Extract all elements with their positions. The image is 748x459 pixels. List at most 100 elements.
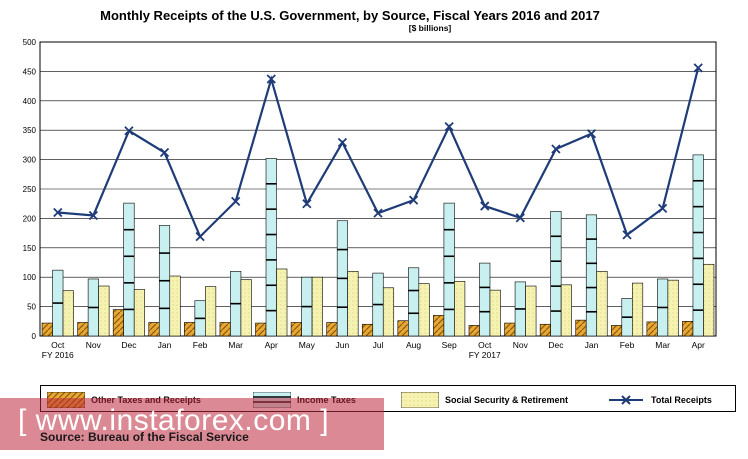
bar-income-11 bbox=[443, 202, 455, 337]
y-tick-label: 100 bbox=[23, 273, 37, 282]
bar-other-2 bbox=[112, 309, 124, 337]
bar-other-9 bbox=[361, 323, 374, 337]
fiscal-year-label: FY 2016 bbox=[42, 350, 74, 360]
watermark-text: [ www.instaforex.com ] bbox=[18, 404, 330, 437]
total-receipts-point-18 bbox=[693, 63, 703, 73]
legend-swatch-total bbox=[609, 395, 643, 405]
x-tick-label: Jul bbox=[373, 340, 384, 350]
total-receipts-point-13 bbox=[515, 213, 525, 223]
bar-social-6 bbox=[276, 268, 288, 337]
bar-social-1 bbox=[98, 285, 110, 337]
watermark-band bbox=[0, 398, 384, 450]
total-receipts-point-5 bbox=[231, 196, 241, 206]
bar-income-2 bbox=[123, 202, 135, 337]
x-tick-label: Apr bbox=[265, 340, 278, 350]
y-tick-label: 0 bbox=[32, 332, 37, 341]
chart-title: Monthly Receipts of the U.S. Government,… bbox=[100, 8, 600, 23]
bar-social-2 bbox=[133, 289, 145, 337]
bar-other-16 bbox=[611, 325, 623, 337]
x-tick-label: Jun bbox=[336, 340, 350, 350]
y-tick-label: 250 bbox=[23, 185, 37, 194]
bar-other-11 bbox=[433, 315, 445, 337]
x-tick-label: Aug bbox=[406, 340, 421, 350]
total-receipts-point-1 bbox=[88, 210, 99, 221]
bar-social-3 bbox=[169, 275, 181, 337]
bar-other-12 bbox=[468, 325, 480, 337]
legend-swatch-social bbox=[401, 392, 439, 408]
bar-social-5 bbox=[240, 279, 252, 337]
chart-subtitle: [$ billions] bbox=[408, 23, 452, 33]
x-tick-label: Feb bbox=[620, 340, 635, 350]
x-tick-label: Dec bbox=[548, 340, 564, 350]
bar-income-6 bbox=[265, 158, 277, 337]
source-note: Source: Bureau of the Fiscal Service bbox=[40, 430, 249, 444]
bar-other-14 bbox=[539, 323, 551, 337]
bar-other-15 bbox=[575, 319, 587, 337]
x-tick-label: Jan bbox=[158, 340, 172, 350]
bar-income-18 bbox=[692, 154, 704, 337]
bar-other-7 bbox=[290, 322, 302, 337]
total-receipts-point-15 bbox=[586, 129, 597, 139]
bar-income-14 bbox=[550, 211, 562, 337]
bar-social-9 bbox=[382, 287, 395, 337]
bar-income-15 bbox=[585, 214, 598, 337]
total-receipts-point-0 bbox=[53, 207, 63, 218]
total-receipts-point-10 bbox=[408, 195, 419, 205]
chart-svg: 0 50 100 150 200 250 300 350 400 450 500 Oct Nov Dec J… bbox=[23, 38, 717, 360]
legend-label-total: Total Receipts bbox=[651, 395, 712, 405]
total-receipts-point-12 bbox=[480, 201, 490, 211]
total-receipts-point-16 bbox=[622, 230, 632, 240]
x-tick-label: Sep bbox=[442, 340, 457, 350]
bar-other-1 bbox=[77, 322, 89, 337]
x-tick-label: Oct bbox=[478, 340, 492, 350]
bar-other-3 bbox=[148, 322, 160, 337]
legend-item-total: Total Receipts bbox=[607, 392, 712, 408]
bar-social-14 bbox=[560, 284, 572, 337]
total-receipts-point-6 bbox=[266, 74, 276, 84]
bar-social-15 bbox=[596, 271, 608, 337]
total-receipts-point-7 bbox=[302, 199, 312, 209]
x-tick-label: Jan bbox=[585, 340, 599, 350]
bar-social-4 bbox=[205, 286, 217, 337]
total-receipts-point-4 bbox=[195, 231, 205, 242]
fiscal-year-label: FY 2017 bbox=[469, 350, 501, 360]
y-tick-label: 50 bbox=[27, 303, 36, 312]
total-receipts-point-8 bbox=[337, 137, 348, 148]
bar-social-12 bbox=[489, 289, 501, 337]
x-tick-label: Mar bbox=[655, 340, 670, 350]
x-tick-label: May bbox=[299, 340, 316, 350]
x-tick-label: Mar bbox=[228, 340, 243, 350]
bar-other-0 bbox=[41, 322, 53, 337]
bar-social-11 bbox=[454, 281, 466, 337]
y-tick-label: 300 bbox=[23, 156, 37, 165]
bar-social-10 bbox=[418, 283, 430, 337]
bar-social-16 bbox=[632, 282, 644, 337]
plot-area: 0 50 100 150 200 250 300 350 400 450 500 Oct Nov Dec J… bbox=[23, 38, 717, 360]
bar-income-10 bbox=[408, 267, 420, 337]
bar-other-6 bbox=[255, 322, 267, 337]
bar-income-12 bbox=[479, 262, 491, 337]
bar-social-18 bbox=[703, 263, 715, 337]
bar-other-18 bbox=[682, 320, 694, 337]
legend-label-social: Social Security & Retirement bbox=[445, 395, 569, 405]
total-receipts-point-14 bbox=[551, 144, 561, 154]
total-receipts-point-9 bbox=[373, 208, 383, 218]
x-tick-label: Oct bbox=[51, 340, 65, 350]
bar-other-17 bbox=[646, 321, 658, 337]
y-tick-label: 400 bbox=[23, 97, 37, 106]
x-tick-label: Nov bbox=[513, 340, 529, 350]
bar-social-8 bbox=[347, 271, 359, 337]
y-tick-label: 200 bbox=[23, 214, 37, 223]
y-tick-label: 500 bbox=[23, 38, 37, 47]
x-tick-label: Nov bbox=[86, 340, 102, 350]
y-tick-label: 450 bbox=[23, 67, 37, 76]
bar-social-7 bbox=[311, 276, 323, 337]
x-tick-label: Feb bbox=[193, 340, 208, 350]
bar-social-13 bbox=[525, 285, 537, 337]
bar-social-0 bbox=[62, 290, 74, 337]
bar-other-4 bbox=[184, 322, 196, 337]
total-receipts-point-2 bbox=[124, 126, 134, 136]
x-tick-label: Dec bbox=[121, 340, 137, 350]
total-receipts-point-11 bbox=[444, 122, 454, 132]
total-receipts-point-3 bbox=[159, 147, 170, 158]
